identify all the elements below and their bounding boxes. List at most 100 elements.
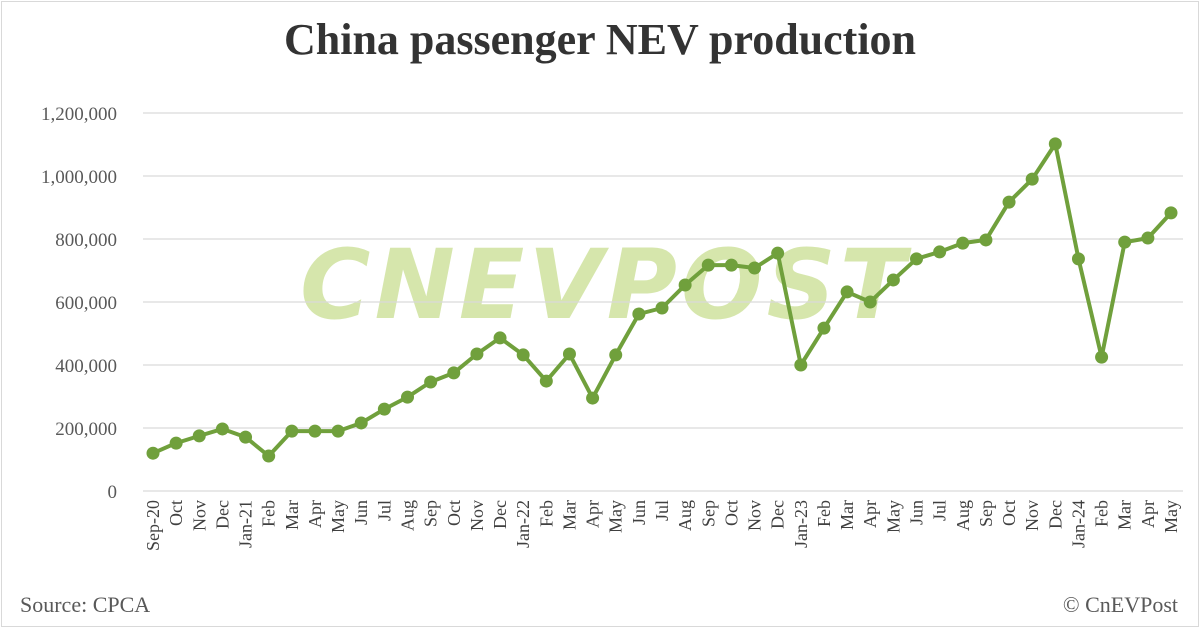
x-tick-label: Aug	[953, 500, 973, 531]
data-point	[1095, 350, 1109, 364]
data-point	[1164, 206, 1178, 220]
y-tick-label: 800,000	[55, 230, 117, 251]
y-tick-label: 1,200,000	[41, 104, 117, 125]
data-point	[470, 347, 484, 361]
x-tick-label: Apr	[860, 500, 880, 528]
data-point	[724, 258, 738, 272]
data-point	[331, 424, 345, 438]
x-tick-label: May	[328, 500, 348, 533]
x-tick-label: Jan-24	[1068, 500, 1088, 548]
data-point	[493, 331, 507, 345]
data-point	[169, 436, 183, 450]
y-tick-label: 600,000	[55, 293, 117, 314]
x-tick-label: Jan-22	[513, 500, 533, 548]
data-point	[794, 358, 808, 372]
x-tick-label: Apr	[1138, 500, 1158, 528]
x-tick-label: Feb	[536, 500, 556, 527]
x-tick-label: Sep-20	[143, 500, 163, 551]
data-point	[562, 347, 576, 361]
data-point	[632, 307, 646, 321]
x-tick-label: Jun	[907, 500, 927, 525]
x-tick-label: Apr	[583, 500, 603, 528]
x-tick-label: Mar	[282, 500, 302, 530]
source-note: Source: CPCA	[20, 592, 151, 617]
y-tick-label: 400,000	[55, 356, 117, 377]
x-tick-label: Oct	[444, 500, 464, 526]
data-point	[192, 429, 206, 443]
x-tick-label: May	[883, 500, 903, 533]
data-point	[655, 301, 669, 315]
x-tick-label: Mar	[559, 500, 579, 530]
x-tick-label: Dec	[1045, 500, 1065, 529]
x-tick-label: Dec	[490, 500, 510, 529]
x-tick-label: Nov	[189, 500, 209, 531]
data-point	[447, 366, 461, 380]
x-tick-label: Jan-21	[236, 500, 256, 548]
x-tick-label: Dec	[212, 500, 232, 529]
x-tick-label: Jul	[930, 500, 950, 521]
x-tick-label: Jun	[351, 500, 371, 525]
x-tick-label: Jun	[629, 500, 649, 525]
data-point	[701, 258, 715, 272]
data-point	[354, 416, 368, 430]
x-tick-label: Mar	[1115, 500, 1135, 530]
data-point	[239, 430, 253, 444]
x-tick-label: Nov	[745, 500, 765, 531]
data-point	[886, 273, 900, 287]
x-tick-label: Nov	[1022, 500, 1042, 531]
data-point	[910, 252, 923, 266]
x-tick-label: Feb	[1092, 500, 1112, 527]
data-point	[678, 278, 692, 292]
data-point	[1048, 137, 1062, 151]
data-point	[586, 391, 600, 405]
x-tick-label: Mar	[837, 500, 857, 530]
y-tick-label: 1,000,000	[41, 167, 117, 188]
x-tick-label: Sep	[698, 500, 718, 527]
data-point	[979, 233, 993, 247]
data-point	[748, 261, 762, 275]
data-point	[146, 446, 160, 460]
data-point	[840, 285, 854, 299]
copyright-note: © CnEVPost	[1062, 592, 1178, 617]
data-point	[424, 375, 438, 389]
x-tick-label: Jan-23	[791, 500, 811, 548]
data-point	[609, 348, 623, 362]
x-tick-label: Sep	[421, 500, 441, 527]
x-tick-label: Aug	[398, 500, 418, 531]
data-point	[1118, 235, 1132, 249]
chart-title: China passenger NEV production	[283, 15, 917, 64]
x-tick-label: Nov	[467, 500, 487, 531]
data-point	[539, 374, 553, 388]
x-tick-label: Feb	[814, 500, 834, 527]
data-point	[863, 295, 877, 309]
x-tick-label: Apr	[305, 500, 325, 528]
x-tick-label: May	[1161, 500, 1181, 533]
data-point	[215, 422, 229, 436]
data-point	[933, 245, 947, 259]
x-tick-label: Jul	[652, 500, 672, 521]
data-point	[377, 402, 391, 416]
watermark-logo: CNEVPOST	[300, 229, 912, 341]
data-point	[308, 424, 322, 438]
x-tick-label: Oct	[721, 500, 741, 526]
x-tick-label: May	[606, 500, 626, 533]
x-tick-label: Aug	[675, 500, 695, 531]
data-point	[817, 321, 831, 335]
data-point	[1025, 172, 1039, 186]
data-point	[1141, 231, 1155, 245]
y-tick-label: 200,000	[55, 419, 117, 440]
data-point	[956, 236, 970, 250]
data-point	[1071, 252, 1085, 266]
x-tick-label: Dec	[768, 500, 788, 529]
y-tick-label: 0	[108, 482, 118, 503]
data-point	[771, 246, 785, 260]
data-point	[285, 424, 299, 438]
x-tick-label: Jul	[374, 500, 394, 521]
data-point	[262, 449, 276, 463]
x-tick-label: Sep	[976, 500, 996, 527]
data-point	[516, 348, 530, 362]
x-tick-label: Oct	[999, 500, 1019, 526]
x-tick-label: Feb	[259, 500, 279, 527]
